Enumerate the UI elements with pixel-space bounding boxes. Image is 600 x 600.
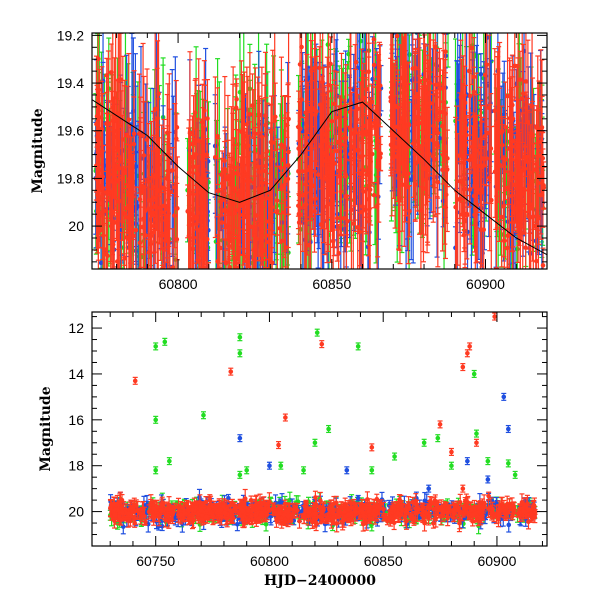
top-series-2-point — [471, 89, 477, 95]
top-series-2-point — [487, 175, 492, 180]
top-series-2-point — [371, 192, 377, 198]
top-series-2-point — [466, 68, 472, 74]
top-series-2-point — [279, 238, 285, 244]
top-series-2-point — [467, 187, 473, 192]
top-series-0-point — [195, 338, 200, 343]
top-series-1-point — [98, 260, 104, 266]
top-series-2-point — [460, 212, 465, 217]
top-series-0-point — [127, 270, 132, 275]
top-series-2-point — [253, 284, 258, 289]
top-series-2-point — [502, 238, 507, 244]
top-series-2-point — [519, 96, 525, 101]
top-series-2-point — [341, 136, 347, 141]
top-series-0-point — [252, 285, 257, 290]
top-series-2-point — [204, 152, 210, 158]
top-series-2-point — [355, 225, 360, 230]
top-series-2-point — [453, 204, 458, 210]
top-series-2-point — [334, 215, 340, 221]
top-series-2-point — [267, 257, 273, 262]
top-series-0-point — [238, 284, 243, 289]
top-series-2-point — [152, 106, 158, 112]
top-series-2-point — [320, 79, 325, 85]
top-series-2-point — [137, 240, 143, 246]
top-series-2-point — [270, 275, 275, 280]
top-series-2-point — [133, 227, 139, 233]
top-series-2-point — [317, 65, 322, 71]
top-series-0-point — [508, 284, 513, 289]
top-series-2-point — [523, 79, 529, 84]
top-series-2-point — [395, 133, 401, 139]
top-series-1-point — [410, 6, 415, 11]
top-series-2-point — [404, 16, 409, 21]
top-series-2-point — [169, 168, 175, 173]
top-series-2-point — [223, 261, 229, 266]
top-series-2-point — [170, 265, 176, 269]
top-series-2-point — [240, 296, 245, 301]
top-plot-area — [92, 6, 547, 343]
top-series-2-point — [422, 77, 427, 83]
top-series-0-point — [401, 28, 406, 33]
top-series-2-point — [499, 142, 505, 148]
top-series-2-point — [119, 287, 124, 292]
top-series-2-point — [329, 118, 334, 124]
top-series-2-point — [440, 33, 446, 35]
top-series-2-point — [212, 154, 218, 160]
top-series-2-point — [304, 281, 309, 286]
top-series-2-point — [517, 77, 523, 82]
top-series-2-point — [219, 172, 224, 177]
top-series-2-point — [394, 33, 400, 39]
top-series-2-point — [101, 247, 107, 252]
top-series-2-point — [540, 263, 546, 268]
top-series-2-point — [367, 286, 372, 291]
top-series-2-point — [333, 115, 339, 121]
top-series-2-point — [205, 116, 210, 121]
top-series-1-point — [357, 16, 362, 21]
top-series-2-point — [247, 112, 253, 117]
top-series-2-point — [215, 188, 221, 194]
top-series-2-point — [144, 137, 150, 142]
top-series-2-point — [330, 238, 336, 244]
top-series-0-point — [228, 275, 233, 280]
top-series-1-point — [458, 15, 463, 20]
top-series-2-point — [482, 72, 488, 78]
top-series-2-point — [428, 28, 433, 33]
top-series-2-point — [341, 216, 347, 221]
top-series-0-point — [364, 12, 369, 17]
top-series-0-point — [421, 292, 426, 297]
top-series-2-point — [331, 101, 337, 107]
top-series-2-point — [110, 105, 116, 110]
top-series-2-point — [350, 221, 356, 226]
top-series-0-point — [325, 42, 331, 47]
top-series-2-point — [94, 113, 100, 119]
